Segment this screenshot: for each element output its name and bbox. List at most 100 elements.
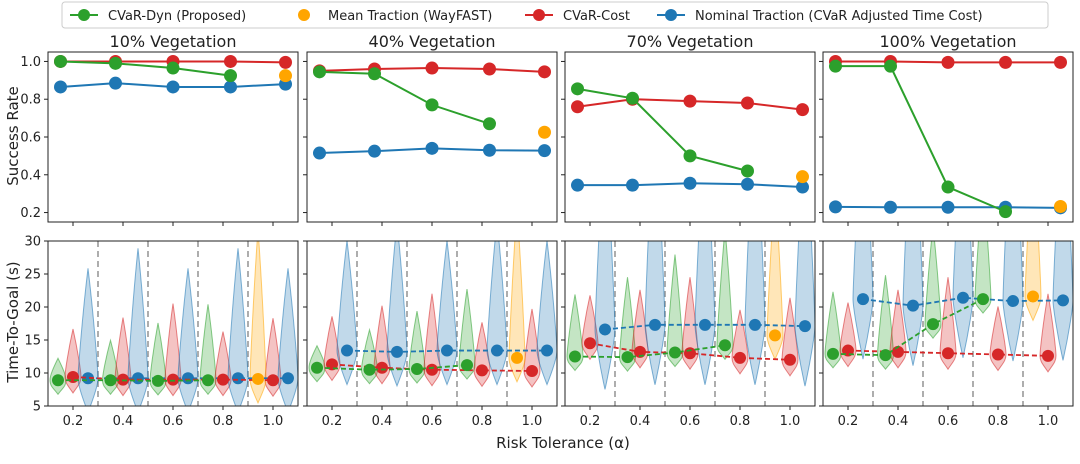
time-line-nominal bbox=[862, 296, 1064, 307]
time-line-cvar_dyn bbox=[574, 344, 726, 359]
success-point-nominal bbox=[941, 200, 955, 214]
success-point-cvar_dyn bbox=[54, 54, 67, 68]
x-tick-label: 0.8 bbox=[213, 414, 234, 429]
y-tick-label: 10 bbox=[24, 367, 41, 382]
time-point-cvar_cost bbox=[167, 373, 179, 386]
success-axes: 0.2 0.4 0.6 0.8 1.0 bbox=[20, 51, 299, 226]
time-line-cvar_dyn bbox=[316, 364, 468, 371]
legend-marker-nominal bbox=[665, 9, 677, 21]
time-point-cvar_dyn bbox=[52, 374, 64, 387]
time-line-cvar_dyn bbox=[832, 298, 984, 357]
time-point-nominal bbox=[182, 372, 194, 385]
success-line-cvar_dyn bbox=[577, 87, 748, 172]
time-point-cvar_dyn bbox=[311, 361, 323, 374]
violin-cvar_dyn bbox=[618, 277, 637, 372]
time-axes: 5 10 15 20 25 30 0.2 0.4 0.6 0.8 1.0 bbox=[24, 235, 299, 429]
panel-title: 70% Vegetation bbox=[627, 32, 754, 51]
x-tick-label: 0.8 bbox=[988, 414, 1009, 429]
time-point-nominal bbox=[599, 323, 611, 336]
panel-4: 100% Vegetation 0.2 0.4 0.6 0.8 1.0 bbox=[819, 32, 1074, 429]
x-tick-label: 0.6 bbox=[422, 414, 443, 429]
time-point-cvar_cost bbox=[992, 348, 1004, 361]
x-tick-label: 1.0 bbox=[263, 414, 284, 429]
x-tick-label: 0.4 bbox=[372, 414, 393, 429]
success-point-nominal bbox=[626, 178, 639, 192]
success-point-nominal bbox=[109, 76, 122, 90]
time-point-cvar_cost bbox=[376, 361, 388, 374]
legend-label-nominal: Nominal Traction (CVaR Adjusted Time Cos… bbox=[695, 9, 983, 24]
ylabel-top: Success Rate bbox=[4, 86, 22, 186]
time-point-nominal bbox=[1007, 295, 1019, 308]
panel-title: 40% Vegetation bbox=[369, 32, 496, 51]
success-point-nominal bbox=[884, 200, 897, 214]
success-axes bbox=[819, 51, 1074, 226]
time-point-cvar_cost bbox=[217, 373, 229, 386]
time-point-cvar_cost bbox=[784, 353, 796, 366]
y-tick-label: 0.6 bbox=[20, 131, 41, 146]
success-point-nominal bbox=[166, 80, 180, 94]
time-point-nominal bbox=[391, 345, 403, 358]
y-tick-label: 20 bbox=[24, 301, 41, 316]
legend-label-cvar_dyn: CVaR-Dyn (Proposed) bbox=[108, 9, 246, 24]
violin-cvar_dyn bbox=[924, 241, 942, 339]
success-point-cvar_cost bbox=[224, 54, 237, 68]
x-tick-label: 0.6 bbox=[163, 414, 184, 429]
time-point-cvar_dyn bbox=[411, 363, 423, 376]
success-point-cvar_dyn bbox=[313, 65, 326, 79]
time-axes-bg bbox=[823, 241, 1073, 406]
success-point-cvar_dyn bbox=[829, 59, 842, 73]
time-point-cvar_dyn bbox=[104, 374, 117, 387]
time-point-cvar_cost bbox=[426, 363, 438, 376]
time-point-cvar_cost bbox=[942, 347, 954, 360]
time-point-nominal bbox=[82, 372, 94, 385]
time-point-cvar_dyn bbox=[827, 347, 839, 360]
violin-nominal bbox=[694, 241, 716, 385]
time-point-cvar_dyn bbox=[719, 339, 731, 352]
panel-title: 100% Vegetation bbox=[879, 32, 1016, 51]
success-point-cvar_cost bbox=[741, 96, 754, 110]
x-tick-label: 0.6 bbox=[938, 414, 959, 429]
legend-label-mean_traction: Mean Traction (WayFAST) bbox=[328, 9, 492, 24]
time-point-cvar_dyn bbox=[363, 363, 376, 376]
x-tick-label: 0.2 bbox=[63, 414, 84, 429]
success-axes-frame bbox=[47, 51, 299, 223]
x-tick-label: 0.2 bbox=[580, 414, 601, 429]
success-axes-frame bbox=[564, 51, 816, 223]
y-tick-label: 30 bbox=[24, 235, 41, 250]
panel-title: 10% Vegetation bbox=[110, 32, 237, 51]
time-point-cvar_cost bbox=[584, 337, 596, 350]
time-point-cvar_cost bbox=[1042, 349, 1054, 362]
time-point-nominal bbox=[282, 372, 294, 385]
time-point-nominal bbox=[857, 293, 869, 306]
success-point-nominal bbox=[313, 146, 326, 160]
panel-2: 40% Vegetation 0.2 0.4 0.6 0.8 1.0 bbox=[303, 32, 558, 429]
x-tick-label: 1.0 bbox=[780, 414, 801, 429]
success-point-nominal bbox=[368, 144, 381, 158]
x-tick-label: 0.2 bbox=[838, 414, 859, 429]
time-plot-area bbox=[49, 241, 298, 406]
legend-label-cvar_cost: CVaR-Cost bbox=[563, 9, 630, 24]
success-point-cvar_cost bbox=[999, 55, 1012, 69]
time-axes-bg bbox=[565, 241, 815, 406]
violin-mean_traction bbox=[508, 241, 526, 384]
success-point-cvar_dyn bbox=[571, 82, 584, 96]
violin-nominal bbox=[77, 268, 99, 406]
success-point-cvar_dyn bbox=[626, 91, 639, 105]
y-tick-label: 5 bbox=[33, 400, 41, 415]
time-point-cvar_cost bbox=[267, 374, 279, 387]
time-point-mean_traction bbox=[511, 351, 523, 364]
time-point-cvar_cost bbox=[476, 364, 488, 377]
success-point-cvar_dyn bbox=[884, 59, 897, 73]
time-point-nominal bbox=[649, 318, 661, 331]
legend-marker-cvar_cost bbox=[533, 9, 545, 21]
time-point-cvar_dyn bbox=[621, 351, 634, 364]
time-line-cvar_dyn bbox=[58, 379, 209, 382]
violin-nominal bbox=[227, 248, 249, 406]
success-point-cvar_dyn bbox=[109, 56, 122, 70]
time-point-nominal bbox=[541, 344, 553, 357]
time-point-cvar_dyn bbox=[569, 350, 581, 363]
time-point-nominal bbox=[799, 320, 811, 333]
violin-nominal bbox=[277, 268, 298, 406]
success-axes bbox=[561, 51, 816, 226]
y-tick-label: 15 bbox=[24, 334, 41, 349]
